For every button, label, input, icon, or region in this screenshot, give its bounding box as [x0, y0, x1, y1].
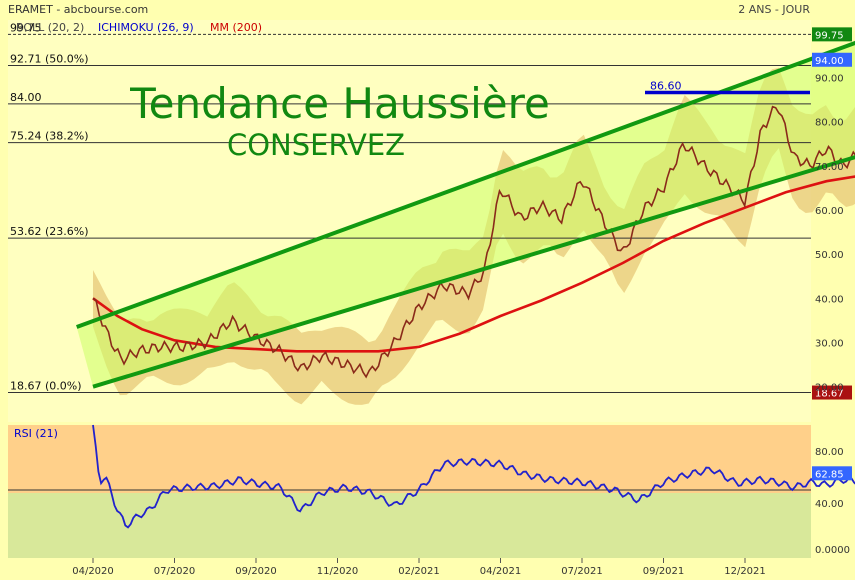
price-tag-box: [812, 385, 852, 400]
trend-channel-fill: [76, 42, 855, 387]
price-tag-box: [812, 27, 852, 42]
fib-level-label: 53.62 (23.6%): [10, 225, 89, 238]
price-tag-box: [812, 52, 852, 67]
xtick-label: 11/2020: [317, 566, 359, 577]
source-label: ERAMET - abcbourse.com: [8, 3, 148, 16]
rsi-ytick-label: 80.00: [815, 447, 844, 458]
headline-annotation: Tendance Haussière: [129, 79, 550, 128]
rsi-line: [92, 424, 855, 529]
price-ytick-label: 30.00: [815, 338, 844, 349]
rsi-overbought-zone: [8, 425, 811, 493]
resistance-label: 86.60: [650, 79, 682, 92]
indicator-ichimoku: ICHIMOKU (26, 9): [98, 21, 194, 34]
price-ytick-label: 40.00: [815, 294, 844, 305]
xtick-label: 09/2020: [235, 566, 277, 577]
price-ytick-label: 90.00: [815, 73, 844, 84]
xtick-label: 12/2021: [724, 566, 766, 577]
indicator-boll: BOLL (20, 2): [16, 21, 84, 34]
xtick-label: 04/2021: [480, 566, 522, 577]
xtick-label: 07/2021: [561, 566, 603, 577]
fib-level-label: 92.71 (50.0%): [10, 52, 89, 65]
rsi-ytick-label: 40.00: [815, 499, 844, 510]
price-ytick-label: 60.00: [815, 206, 844, 217]
fib-level-label: 99.75: [10, 21, 42, 34]
xtick-label: 04/2020: [72, 566, 114, 577]
price-tag-label: 94.00: [815, 56, 844, 67]
price-ytick-label: 20.00: [815, 383, 844, 394]
price-tag-label: 18.67: [815, 389, 844, 400]
price-ytick-label: 50.00: [815, 250, 844, 261]
channel-lower-line: [92, 155, 855, 389]
price-ytick-label: 70.00: [815, 162, 844, 173]
fib-level-label: 18.67 (0.0%): [10, 380, 82, 393]
price-line: [92, 105, 855, 379]
rsi-ytick-label: 0.0000: [815, 545, 850, 556]
fib-level-label: 75.24 (38.2%): [10, 130, 89, 143]
subline-annotation: CONSERVEZ: [227, 128, 405, 162]
xtick-label: 09/2021: [643, 566, 685, 577]
price-ytick-label: 80.00: [815, 118, 844, 129]
rsi-last-tag-box: [812, 466, 852, 481]
price-tag-label: 99.75: [815, 30, 844, 41]
rsi-oversold-zone: [8, 493, 811, 558]
rsi-title: RSI (21): [14, 427, 58, 440]
ma200-line: [92, 175, 855, 353]
xtick-label: 07/2020: [154, 566, 196, 577]
period-label: 2 ANS - JOUR: [738, 3, 810, 16]
rsi-last-tag-label: 62.85: [815, 469, 844, 480]
indicator-mm200: MM (200): [210, 21, 262, 34]
channel-upper-line: [76, 40, 855, 329]
xtick-label: 02/2021: [398, 566, 440, 577]
fib-level-label: 84.00: [10, 91, 42, 104]
